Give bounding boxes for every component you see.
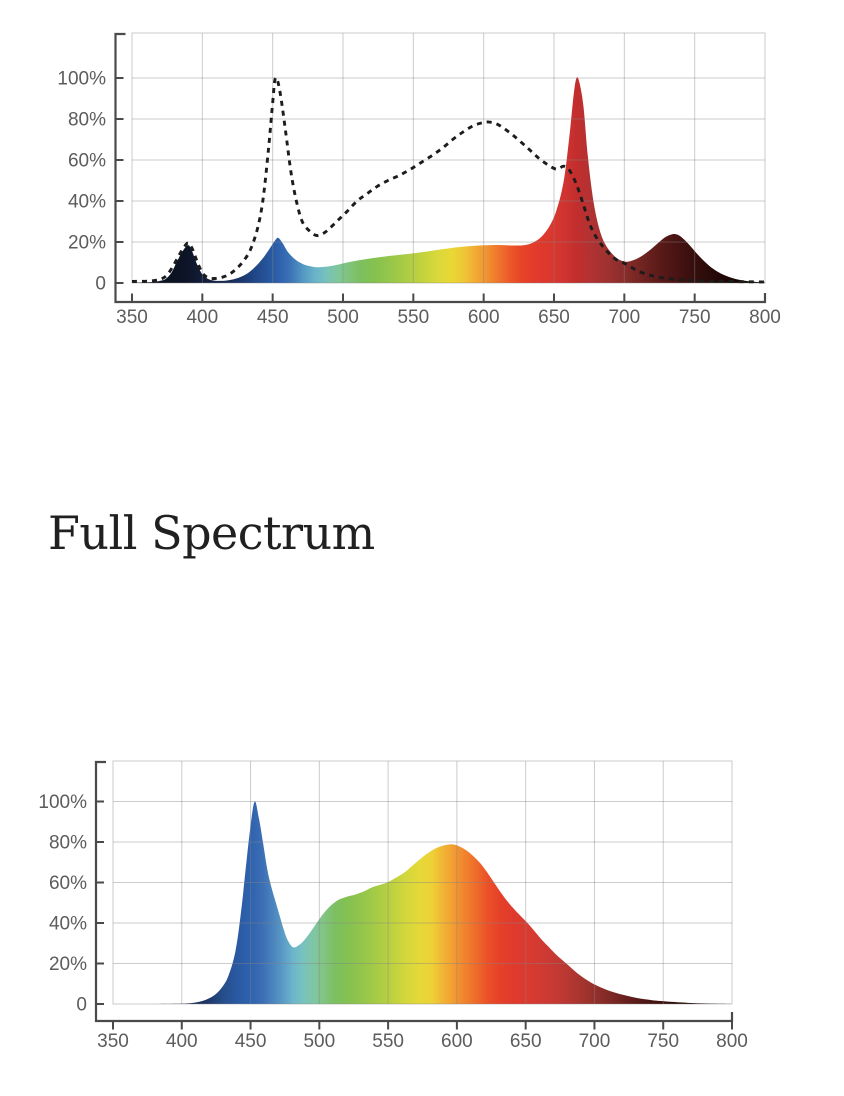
y-tick-label: 80% (49, 833, 87, 854)
axis-ticks (115, 77, 766, 302)
x-tick-label: 450 (235, 1031, 267, 1052)
y-tick-label: 0 (95, 274, 106, 295)
x-tick-label: 450 (257, 307, 289, 328)
y-tick-label: 100% (57, 69, 106, 90)
grid-lines (112, 760, 733, 1005)
x-tick-label: 500 (303, 1031, 335, 1052)
axis-spines (94, 760, 734, 1023)
led-emission-spectrum (132, 77, 765, 283)
x-tick-label: 550 (372, 1031, 404, 1052)
x-tick-label: 550 (397, 307, 429, 328)
x-tick-label: 750 (679, 307, 711, 328)
x-tick-label: 600 (468, 307, 500, 328)
x-tick-label: 400 (166, 1031, 198, 1052)
y-tick-label: 100% (38, 792, 87, 813)
y-tick-label: 20% (68, 233, 106, 254)
x-tick-label: 700 (579, 1031, 611, 1052)
y-tick-label: 60% (49, 873, 87, 894)
x-tick-label: 350 (97, 1031, 129, 1052)
full-spectrum-emission (113, 801, 732, 1004)
x-tick-label: 650 (510, 1031, 542, 1052)
y-tick-label: 0 (76, 995, 87, 1016)
axis-tick-labels: 0 20% 40% 60% 80% 100% 350 400 450 500 550 600 650 70… (38, 792, 747, 1052)
x-tick-label: 800 (749, 307, 781, 328)
x-tick-label: 500 (327, 307, 359, 328)
y-tick-label: 40% (49, 914, 87, 935)
y-tick-label: 20% (49, 954, 87, 975)
reference-dashed-curve (131, 76, 766, 284)
x-tick-label: 700 (608, 307, 640, 328)
x-tick-label: 600 (441, 1031, 473, 1052)
y-tick-label: 40% (68, 192, 106, 213)
x-tick-label: 750 (647, 1031, 679, 1052)
y-tick-label: 60% (68, 151, 106, 172)
full-spectrum-bottom-chart: 0 20% 40% 60% 80% 100% 350 400 450 500 550 600 650 70… (38, 760, 748, 1052)
page-title: Full Spectrum (48, 506, 375, 560)
y-tick-label: 80% (68, 110, 106, 131)
x-tick-label: 650 (538, 307, 570, 328)
grid-lines (131, 32, 766, 284)
led-spectrum-top-chart: 0 20% 40% 60% 80% 100% 350 400 450 500 550 600 650 70… (57, 32, 781, 329)
axis-tick-labels: 0 20% 40% 60% 80% 100% 350 400 450 500 550 600 650 70… (57, 69, 780, 329)
axis-ticks (96, 800, 733, 1030)
x-tick-label: 400 (186, 307, 218, 328)
x-tick-label: 350 (116, 307, 148, 328)
x-tick-label: 800 (716, 1031, 748, 1052)
